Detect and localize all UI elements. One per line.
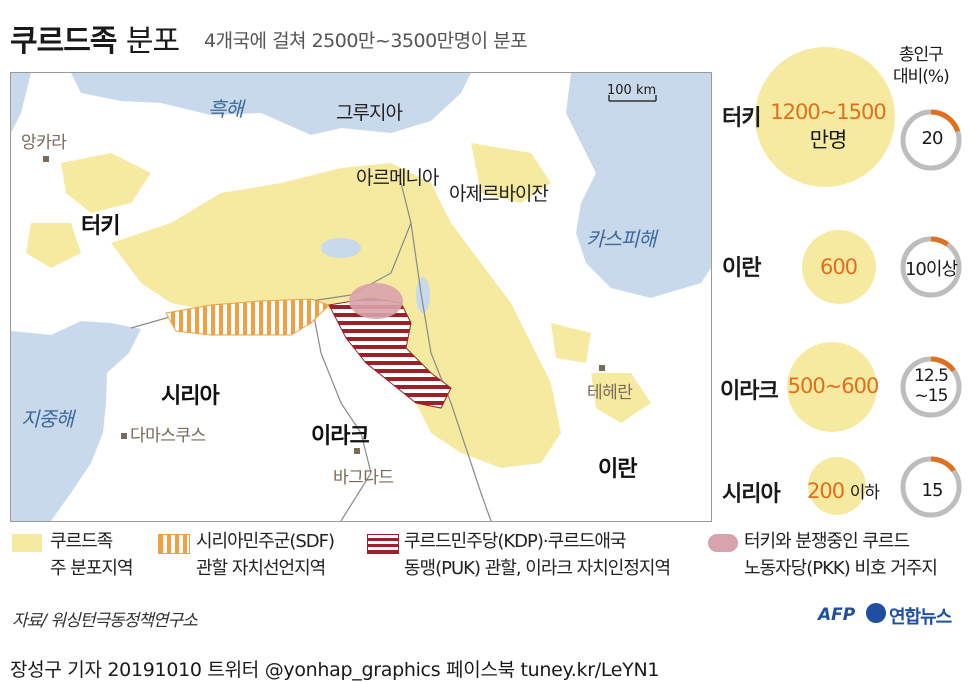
pop-value-syria-1: 200 [806,479,845,503]
sea-label-mediterranean: 지중해 [21,407,74,431]
sea-label-caspian: 카스피해 [586,227,657,251]
pop-value-turkey: 1200~1500 만명 [770,98,886,154]
source-note: 자료/ 워싱턴극동정책연구소 [12,611,198,631]
afp-logo: AFP [818,605,856,625]
legend-sdf-line2: 관할 자치선언지역 [196,558,326,579]
pkk-region [349,283,403,319]
pop-country-iran: 이란 [722,256,761,281]
ratio-syria: 15 [921,480,944,501]
ratio-header-line2: 대비(%) [893,67,950,87]
legend-pkk-line1: 터키와 분쟁중인 쿠르드 [744,531,910,552]
pop-value-turkey-2: 만명 [809,128,848,152]
city-damascus: 다마스쿠스 [121,421,206,446]
country-label-syria: 시리아 [161,384,220,409]
page-title: 쿠르드족 분포 [10,16,180,60]
mediterranean-shape [11,321,141,521]
pop-country-iraq: 이라크 [720,379,779,404]
title-light: 분포 [125,24,180,59]
title-bold: 쿠르드족 [10,24,117,59]
legend-kdp-line1: 쿠르드민주당(KDP)·쿠르드애국 [404,531,626,552]
ratio-arc [930,356,956,373]
legend-swatch-kdp [367,534,399,554]
ratio-header: 총인구 대비(%) [893,44,950,88]
page-subtitle: 4개국에 걸쳐 2500만~3500만명이 분포 [204,30,528,52]
sdf-region [165,298,330,336]
pop-value-iraq: 500~600 [787,374,880,398]
ratio-iran: 10이상 [904,259,958,280]
ratio-arc [930,236,949,247]
city-tehran: 테헤란 [587,383,633,403]
city-ankara: 앙카라 [21,128,67,153]
country-label-iran: 이란 [598,457,637,482]
legend-swatch-sdf [158,534,190,554]
pop-country-turkey: 터키 [722,106,761,131]
ratio-arc [930,456,956,473]
legend-pkk: 터키와 분쟁중인 쿠르드 노동자당(PKK) 비호 거주지 [744,528,938,582]
black-sea-shape [71,73,471,135]
bubble-iran [802,230,876,304]
pop-value-turkey-1: 1200~1500 [770,100,886,124]
pop-value-syria: 200 이하 [798,478,888,503]
population-bubbles [755,47,962,518]
bubble-syria [808,457,866,515]
ratio-turkey: 20 [921,128,944,149]
ratio-header-line1: 총인구 [898,45,944,65]
city-baghdad-marker [354,448,360,454]
pop-country-syria: 시리아 [722,482,781,507]
legend-swatch-pkk [708,534,738,552]
footer-credit: 장성구 기자 20191010 트위터 @yonhap_graphics 페이스… [0,640,975,681]
scale-label: 100 km [607,83,657,98]
city-damascus-label: 다마스쿠스 [130,426,206,446]
country-label-turkey: 터키 [81,214,120,239]
yonhap-logo: 연합뉴스 [889,607,952,628]
legend-kurd-line2: 주 분포지역 [50,558,134,579]
bubble-turkey [755,47,895,187]
legend-kdp: 쿠르드민주당(KDP)·쿠르드애국 동맹(PUK) 관할, 이라크 자치인정지역 [404,528,671,582]
legend-kurd: 쿠르드족 주 분포지역 [50,528,134,582]
sea-label-black: 흑해 [208,97,244,121]
country-label-azerbaijan: 아제르바이잔 [449,183,549,205]
kurd-distribution-map: 100 km 흑해 카스피해 지중해 그루지아 아르메니아 아제르바이잔 터키 … [10,72,712,522]
pop-value-iran: 600 [819,255,858,279]
legend-kurd-line1: 쿠르드족 [50,531,113,552]
city-ankara-marker [43,156,49,162]
legend-swatch-kurd [12,534,42,552]
city-tehran-marker [599,365,605,371]
ratio-arc [930,109,961,133]
yonhap-logo-icon [866,603,886,623]
legend-sdf-line1: 시리아민주군(SDF) [196,531,335,552]
city-baghdad: 바그다드 [333,468,394,488]
caspian-sea-shape [566,73,711,298]
legend-sdf: 시리아민주군(SDF) 관할 자치선언지역 [196,528,335,582]
city-ankara-label: 앙카라 [21,133,67,153]
map-svg [11,73,711,521]
pop-value-syria-2: 이하 [849,483,880,503]
country-label-armenia: 아르메니아 [356,167,439,189]
country-label-iraq: 이라크 [311,424,370,449]
ratio-iraq: 12.5 ~15 [914,366,949,406]
bubble-iraq [787,342,877,432]
legend-pkk-line2: 노동자당(PKK) 비호 거주지 [744,558,938,579]
legend-kdp-line2: 동맹(PUK) 관할, 이라크 자치인정지역 [404,558,671,579]
country-label-georgia: 그루지아 [336,102,403,124]
